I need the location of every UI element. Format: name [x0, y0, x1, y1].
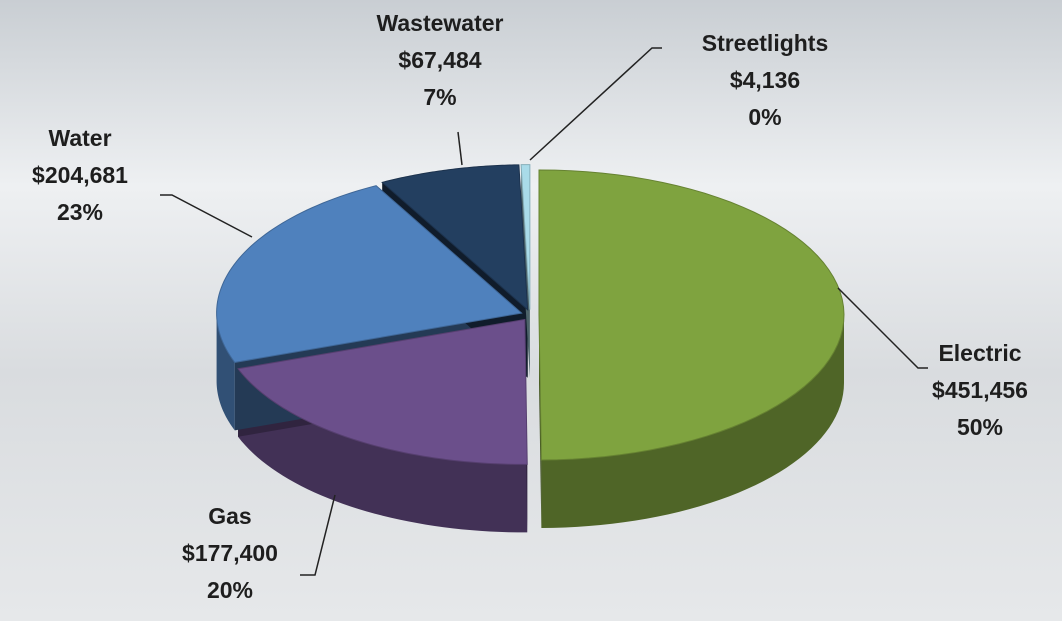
- percent-label: 7%: [423, 84, 456, 110]
- percent-label: 20%: [207, 577, 253, 603]
- category-label: Electric: [938, 340, 1021, 366]
- leader-line: [529, 47, 662, 161]
- slice: [216, 185, 523, 363]
- percent-label: 23%: [57, 199, 103, 225]
- category-label: Gas: [208, 503, 251, 529]
- slice: [538, 169, 845, 461]
- percent-label: 50%: [957, 414, 1003, 440]
- slice-side: [216, 313, 235, 431]
- leader-line: [457, 131, 463, 166]
- value-label: $67,484: [398, 47, 481, 73]
- percent-label: 0%: [748, 104, 781, 130]
- leader-line: [300, 494, 336, 576]
- slice: [381, 164, 529, 311]
- leader-line: [160, 194, 253, 238]
- category-label: Wastewater: [377, 10, 504, 36]
- value-label: $177,400: [182, 540, 278, 566]
- slice: [520, 164, 531, 310]
- value-label: $451,456: [932, 377, 1028, 403]
- leader-line: [837, 287, 928, 369]
- slice-side: [541, 314, 844, 528]
- slice-side: [238, 368, 528, 533]
- category-label: Streetlights: [702, 30, 829, 56]
- value-label: $204,681: [32, 162, 128, 188]
- category-label: Water: [48, 125, 111, 151]
- slice: [237, 318, 528, 465]
- value-label: $4,136: [730, 67, 800, 93]
